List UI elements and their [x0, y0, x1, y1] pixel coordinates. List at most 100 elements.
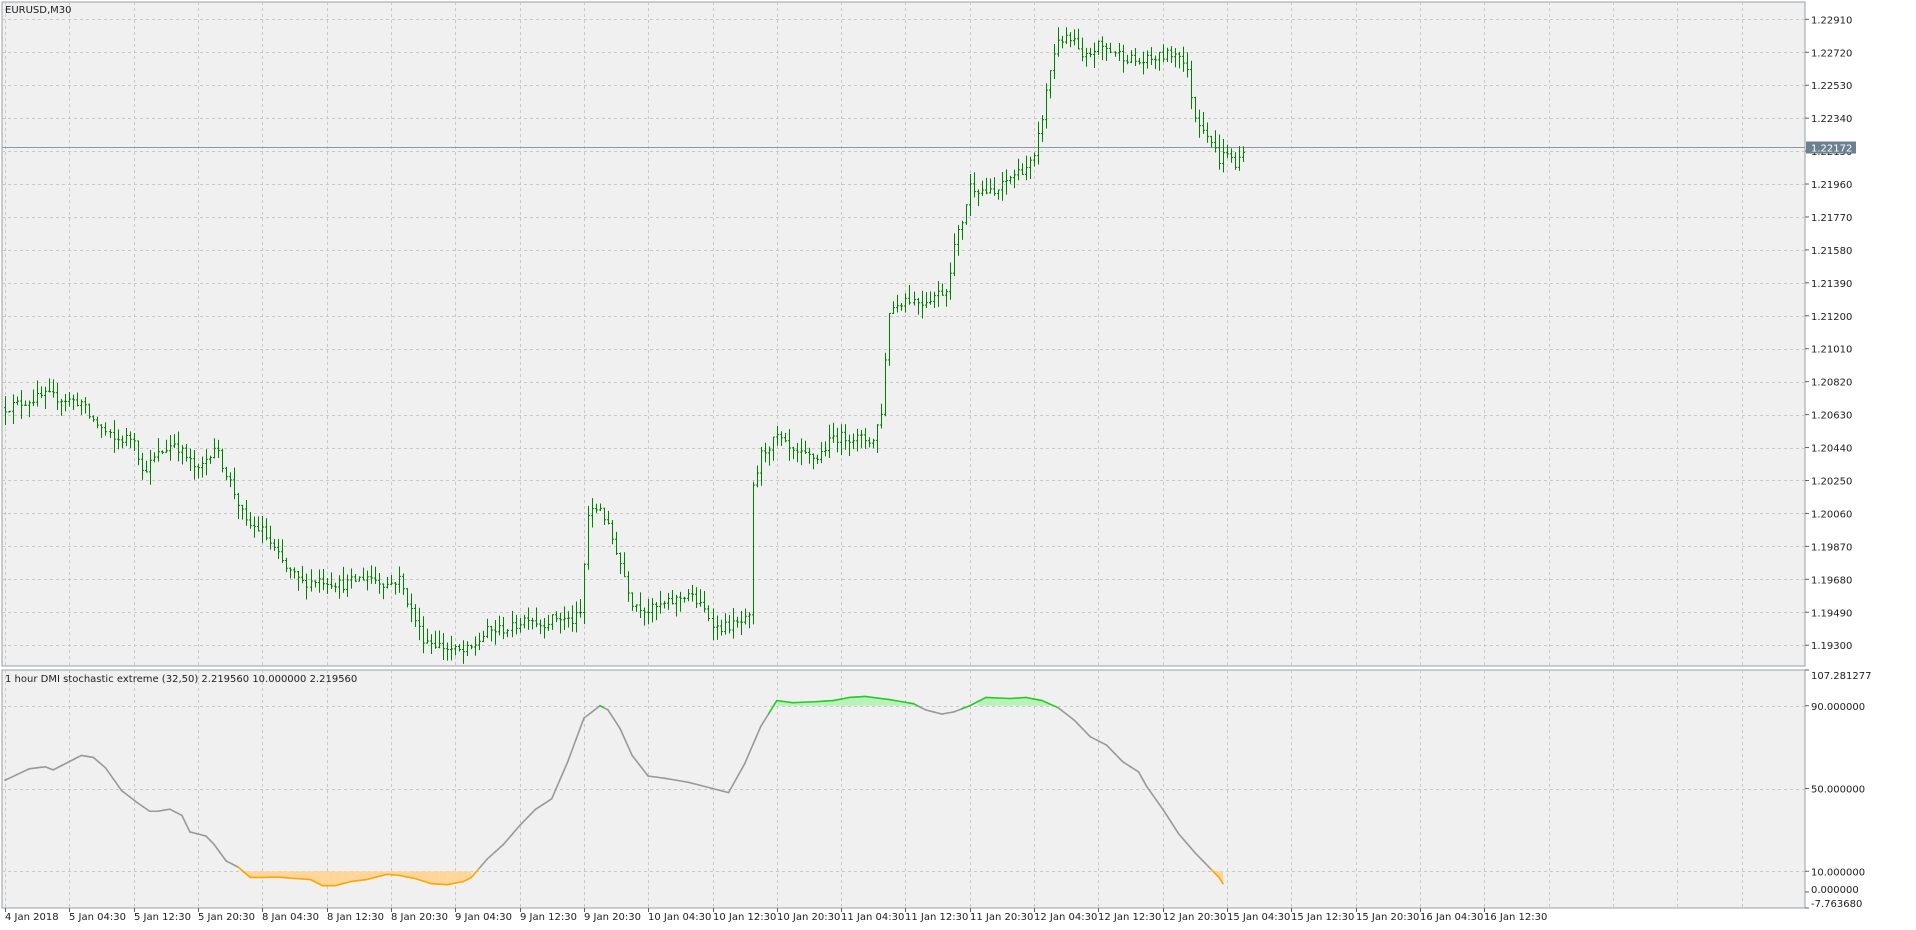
ohlc-bar	[314, 580, 317, 588]
time-axis-label: 16 Jan 12:30	[1484, 912, 1547, 923]
ohlc-bar	[12, 394, 15, 424]
ohlc-bar	[205, 449, 208, 476]
oscillator-segment	[751, 725, 762, 746]
ohlc-bar	[1085, 47, 1088, 67]
ohlc-bar	[76, 392, 79, 407]
ohlc-bar	[117, 429, 120, 450]
ohlc-bar	[318, 569, 321, 593]
ohlc-bar	[631, 592, 634, 611]
ohlc-bar	[374, 566, 377, 584]
ohlc-bar	[925, 292, 928, 309]
ohlc-bar	[221, 448, 224, 473]
symbol-label: EURUSD,M30	[5, 5, 71, 16]
oscillator-segment	[60, 760, 71, 767]
ohlc-bar	[121, 435, 124, 449]
ohlc-bar	[72, 394, 75, 410]
oscillator-series	[4, 695, 1224, 887]
oversold-fill	[256, 871, 263, 878]
price-axis-label: 1.22720	[1811, 48, 1852, 59]
ohlc-bar	[900, 303, 903, 311]
ohlc-bar	[539, 619, 542, 635]
ohlc-bar	[458, 644, 461, 652]
ohlc-bar	[764, 442, 767, 463]
ohlc-bar	[8, 410, 11, 413]
oscillator-segment	[663, 777, 678, 782]
ohlc-bar	[760, 446, 763, 486]
current-price-tag: 1.22172	[1806, 141, 1856, 155]
ohlc-bar	[382, 583, 385, 600]
oscillator-segment	[74, 754, 83, 760]
ohlc-bar	[277, 538, 280, 560]
oscillator-segment	[1033, 698, 1043, 702]
indicator-axis-label: 107.281277	[1811, 671, 1871, 682]
ohlc-bar	[1077, 28, 1080, 50]
ohlc-bar	[478, 632, 481, 651]
ohlc-bar	[993, 177, 996, 196]
oscillator-segment	[613, 718, 621, 730]
oscillator-segment	[1214, 872, 1220, 879]
oscillator-segment	[52, 764, 63, 771]
oscillator-segment	[776, 699, 786, 703]
ohlc-bar	[724, 613, 727, 635]
oscillator-segment	[977, 696, 987, 703]
ohlc-bar	[796, 443, 799, 463]
ohlc-bar	[623, 552, 626, 578]
oscillator-segment	[398, 874, 408, 878]
time-axis-label: 12 Jan 04:30	[1034, 912, 1097, 923]
ohlc-bar	[241, 504, 244, 520]
time-axis-label: 15 Jan 12:30	[1291, 912, 1354, 923]
ohlc-bar	[555, 611, 558, 623]
time-axis-label: 9 Jan 20:30	[584, 912, 641, 923]
oscillator-segment	[156, 809, 165, 813]
ohlc-bar	[567, 611, 570, 628]
oscillator-segment	[438, 883, 449, 886]
ohlc-bar	[720, 619, 723, 636]
oscillator-segment	[1073, 719, 1084, 730]
ohlc-bar	[1013, 169, 1016, 189]
oscillator-segment	[104, 767, 115, 780]
price-plot-area[interactable]	[1, 1, 1806, 667]
ohlc-bar	[511, 610, 514, 638]
ohlc-bar	[832, 422, 835, 443]
ohlc-bar	[84, 397, 87, 414]
oversold-fill	[423, 871, 432, 884]
ohlc-bar	[1009, 175, 1012, 184]
overbought-fill	[1018, 697, 1027, 706]
ohlc-bar	[52, 379, 55, 398]
ohlc-bar	[1162, 44, 1165, 63]
oscillator-segment	[727, 777, 738, 794]
oscillator-segment	[946, 711, 955, 714]
ohlc-bar	[173, 434, 176, 449]
oscillator-segment	[1141, 778, 1148, 788]
ohlc-bar	[591, 498, 594, 528]
oscillator-segment	[918, 705, 927, 711]
oscillator-segment	[912, 702, 921, 708]
ohlc-bar	[442, 633, 445, 661]
ohlc-bar	[547, 614, 550, 631]
oscillator-segment	[840, 696, 851, 700]
indicator-axis-label: -7.763680	[1811, 899, 1862, 910]
oscillator-segment	[309, 878, 318, 884]
ohlc-bar	[543, 618, 546, 639]
time-axis-label: 10 Jan 12:30	[713, 912, 776, 923]
ohlc-bar	[1017, 158, 1020, 181]
ohlc-bar	[728, 615, 731, 634]
oscillator-segment	[625, 741, 633, 757]
oscillator-segment	[1081, 727, 1092, 738]
ohlc-bar	[937, 281, 940, 307]
ohlc-bar	[651, 598, 654, 623]
indicator-axis-label: 10.000000	[1811, 867, 1865, 878]
ohlc-bar	[181, 445, 184, 465]
ohlc-bar	[153, 452, 156, 463]
time-axis-label: 9 Jan 12:30	[520, 912, 577, 923]
oscillator-segment	[952, 708, 963, 713]
oscillator-segment	[185, 822, 191, 833]
ohlc-bar	[933, 291, 936, 308]
ohlc-bar	[450, 635, 453, 661]
ohlc-bar	[289, 567, 292, 579]
oscillator-segment	[349, 879, 360, 883]
ohlc-bar	[655, 601, 658, 621]
time-axis-label: 11 Jan 20:30	[970, 912, 1033, 923]
ohlc-bar	[575, 601, 578, 633]
